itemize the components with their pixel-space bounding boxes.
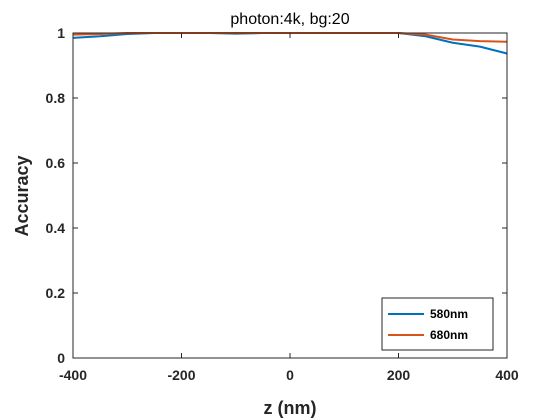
y-tick-label: 0.8 — [46, 90, 66, 106]
y-axis-label: Accuracy — [12, 155, 32, 236]
x-tick-label: -200 — [167, 367, 195, 383]
y-tick-label: 1 — [57, 25, 65, 41]
legend-label-580nm: 580nm — [430, 307, 468, 321]
x-tick-label: 200 — [387, 367, 411, 383]
y-tick-label: 0.2 — [46, 285, 66, 301]
legend-label-680nm: 680nm — [430, 328, 468, 342]
legend: 580nm 680nm — [381, 297, 494, 351]
x-tick-label: 400 — [495, 367, 519, 383]
chart-title: photon:4k, bg:20 — [230, 11, 349, 28]
legend-box — [381, 297, 494, 351]
x-tick-label: -400 — [59, 367, 87, 383]
x-tick-label: 0 — [286, 367, 294, 383]
x-axis-label: z (nm) — [264, 398, 317, 418]
y-tick-label: 0.6 — [46, 155, 66, 171]
y-tick-label: 0.4 — [46, 220, 66, 236]
y-tick-label: 0 — [57, 350, 65, 366]
